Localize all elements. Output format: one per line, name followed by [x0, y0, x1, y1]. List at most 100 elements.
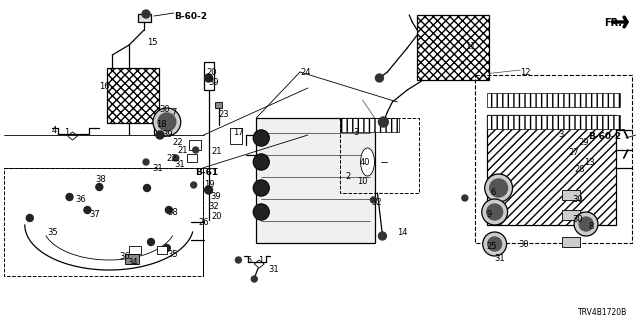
- Text: 29: 29: [578, 138, 589, 147]
- Circle shape: [371, 197, 376, 203]
- Bar: [256, 118, 376, 243]
- Text: TRV4B1720B: TRV4B1720B: [578, 308, 627, 317]
- Circle shape: [253, 130, 269, 146]
- Text: 35: 35: [167, 250, 177, 259]
- Bar: [230, 128, 243, 144]
- Text: 36: 36: [76, 195, 86, 204]
- Bar: [562, 210, 580, 220]
- Circle shape: [205, 74, 212, 82]
- Bar: [475, 75, 632, 243]
- Text: 30: 30: [518, 240, 529, 249]
- Circle shape: [482, 199, 508, 225]
- Bar: [417, 15, 489, 80]
- Circle shape: [253, 204, 269, 220]
- Text: 3: 3: [354, 128, 359, 137]
- Circle shape: [579, 217, 593, 231]
- Text: 2: 2: [346, 172, 351, 181]
- Circle shape: [147, 238, 154, 245]
- Text: 38: 38: [167, 208, 178, 217]
- Text: 16: 16: [99, 82, 110, 91]
- Text: 21: 21: [212, 147, 222, 156]
- Circle shape: [158, 113, 176, 131]
- Text: 12: 12: [520, 68, 531, 77]
- Text: 30: 30: [572, 215, 583, 224]
- Text: 24: 24: [300, 68, 310, 77]
- Bar: [108, 68, 159, 123]
- Bar: [108, 68, 159, 123]
- Bar: [125, 254, 139, 264]
- Text: 28: 28: [574, 165, 585, 174]
- Bar: [486, 115, 620, 129]
- Circle shape: [253, 180, 269, 196]
- Circle shape: [252, 276, 257, 282]
- Circle shape: [143, 159, 149, 165]
- Text: 38: 38: [95, 175, 106, 184]
- Text: 7: 7: [171, 108, 176, 117]
- Circle shape: [378, 232, 387, 240]
- Text: 15: 15: [147, 38, 157, 47]
- Bar: [4, 168, 203, 276]
- Ellipse shape: [360, 148, 374, 176]
- Bar: [138, 14, 151, 22]
- Text: 35: 35: [47, 228, 58, 237]
- Circle shape: [165, 206, 172, 213]
- Text: 18: 18: [156, 120, 166, 129]
- Circle shape: [156, 131, 164, 139]
- Bar: [417, 15, 489, 80]
- Circle shape: [378, 117, 388, 127]
- Text: 22: 22: [173, 138, 183, 147]
- Text: B-61: B-61: [195, 168, 218, 177]
- Text: 4: 4: [52, 126, 57, 135]
- Bar: [129, 246, 141, 254]
- Circle shape: [484, 174, 513, 202]
- Bar: [204, 62, 214, 90]
- Circle shape: [253, 154, 269, 170]
- Text: 30: 30: [159, 105, 170, 114]
- Text: 39: 39: [209, 78, 220, 87]
- Text: 31: 31: [268, 265, 279, 274]
- Bar: [486, 115, 616, 225]
- Bar: [187, 154, 196, 162]
- Text: 31: 31: [495, 254, 505, 263]
- Text: B-60-2: B-60-2: [588, 132, 621, 141]
- Circle shape: [193, 147, 198, 153]
- Bar: [157, 246, 167, 254]
- Text: 37: 37: [90, 210, 100, 219]
- Circle shape: [574, 212, 598, 236]
- Circle shape: [142, 10, 150, 18]
- Text: 5: 5: [246, 256, 252, 265]
- Text: 10: 10: [358, 177, 368, 186]
- Text: 27: 27: [568, 148, 579, 157]
- Text: 40: 40: [360, 158, 370, 167]
- Text: 14: 14: [397, 228, 408, 237]
- Text: 20: 20: [207, 68, 217, 77]
- Text: 9: 9: [486, 210, 492, 219]
- Circle shape: [236, 257, 241, 263]
- Text: 39: 39: [211, 192, 221, 201]
- Text: 8: 8: [588, 222, 593, 231]
- Circle shape: [205, 186, 212, 194]
- Text: 39: 39: [162, 130, 173, 139]
- Circle shape: [163, 244, 170, 252]
- Bar: [486, 115, 616, 225]
- Bar: [340, 118, 419, 193]
- Circle shape: [173, 155, 179, 161]
- Text: 6: 6: [491, 188, 496, 197]
- Text: 17: 17: [234, 128, 244, 137]
- Text: 26: 26: [198, 218, 209, 227]
- Bar: [214, 102, 223, 108]
- Text: 31: 31: [152, 164, 163, 173]
- Text: 34: 34: [127, 258, 138, 267]
- Circle shape: [96, 183, 103, 190]
- Bar: [486, 93, 620, 107]
- Circle shape: [26, 214, 33, 221]
- Text: 11: 11: [465, 42, 476, 51]
- Text: 19: 19: [204, 180, 214, 189]
- Circle shape: [143, 185, 150, 191]
- Text: 22: 22: [167, 154, 177, 163]
- Bar: [189, 140, 201, 150]
- Circle shape: [191, 182, 196, 188]
- Text: 3: 3: [558, 130, 564, 139]
- Circle shape: [376, 74, 383, 82]
- Circle shape: [490, 179, 508, 197]
